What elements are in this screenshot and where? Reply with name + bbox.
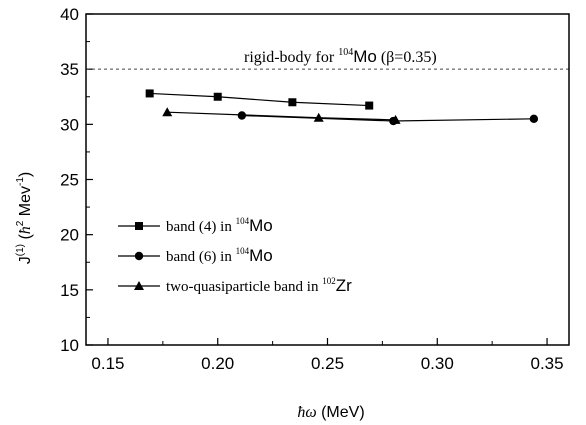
legend-label: band (6) in 104Mo	[166, 246, 273, 265]
x-tick-label: 0.15	[91, 354, 124, 373]
series-group	[145, 89, 539, 126]
series-1-point	[365, 101, 374, 110]
y-tick-label: 30	[60, 115, 79, 134]
x-tick-label: 0.25	[311, 354, 344, 373]
legend-marker	[134, 251, 144, 261]
series-1-point	[288, 98, 297, 107]
series-3-point	[313, 112, 324, 122]
reference-line-label: rigid-body for 104Mo (β=0.35)	[244, 47, 437, 66]
y-tick-label: 40	[60, 5, 79, 24]
legend-marker	[135, 222, 143, 230]
y-tick-label: 10	[60, 336, 79, 355]
x-tick-label: 0.30	[421, 354, 454, 373]
series-3-point	[162, 107, 173, 117]
legend-label: band (4) in 104Mo	[166, 216, 273, 235]
series-2-point	[529, 114, 539, 124]
x-axis-title: ħω (MeV)	[297, 404, 364, 421]
y-tick-label: 20	[60, 226, 79, 245]
y-tick-label: 15	[60, 281, 79, 300]
legend: band (4) in 104Mo band (6) in 104Mo two-qu…	[118, 216, 352, 295]
y-tick-label: 25	[60, 171, 79, 190]
series-3-point	[390, 114, 401, 124]
series-3-line	[167, 111, 396, 121]
series-1-point	[213, 92, 222, 101]
y-tick-label: 35	[60, 60, 79, 79]
legend-marker	[134, 281, 144, 290]
y-axis-title: J(1) (ħ2 Mev-1)	[15, 172, 34, 264]
reference-line-group: rigid-body for 104Mo (β=0.35)	[86, 47, 569, 70]
x-tick-label: 0.35	[530, 354, 563, 373]
legend-label: two-quasiparticle band in 102Zr	[166, 276, 352, 295]
series-1-point	[145, 89, 154, 98]
plot-frame	[85, 13, 570, 346]
series-1-line	[149, 92, 370, 107]
axis-ticks: 0.15 0.20 0.25 0.30 0.35 10 15 20 25 30 35 40	[60, 5, 564, 373]
x-tick-label: 0.20	[201, 354, 234, 373]
